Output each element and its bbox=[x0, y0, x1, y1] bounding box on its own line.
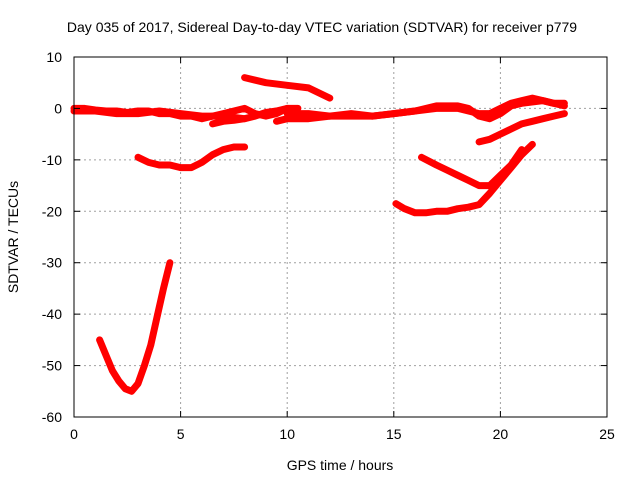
x-tick-label: 0 bbox=[70, 426, 78, 442]
x-tick-label: 5 bbox=[177, 426, 185, 442]
x-tick-label: 20 bbox=[493, 426, 509, 442]
y-tick-label: -40 bbox=[42, 306, 62, 322]
series-trace-3 bbox=[209, 104, 302, 128]
y-tick-labels: 10 0 -10 -20 -30 -40 -50 -60 bbox=[42, 49, 62, 425]
series-trace-7 bbox=[134, 143, 249, 172]
series-trace-2 bbox=[70, 107, 249, 123]
series-trace-8 bbox=[475, 110, 568, 146]
y-axis-label: SDTVAR / TECUs bbox=[5, 181, 21, 293]
axis-ticks bbox=[73, 56, 608, 418]
y-tick-label: -50 bbox=[42, 358, 62, 374]
chart-title: Day 035 of 2017, Sidereal Day-to-day VTE… bbox=[67, 19, 577, 35]
series-trace-10 bbox=[392, 140, 536, 217]
plot-frame bbox=[73, 56, 608, 418]
series-trace-11 bbox=[96, 259, 174, 395]
x-tick-label: 25 bbox=[599, 426, 615, 442]
x-tick-label: 15 bbox=[386, 426, 402, 442]
y-tick-label: -10 bbox=[42, 152, 62, 168]
y-tick-label: -30 bbox=[42, 255, 62, 271]
y-tick-label: -20 bbox=[42, 203, 62, 219]
data-series bbox=[70, 74, 568, 395]
y-tick-label: 0 bbox=[54, 100, 62, 116]
series-trace-5 bbox=[283, 97, 568, 123]
x-tick-labels: 0 5 10 15 20 25 bbox=[70, 426, 615, 442]
series-trace-6 bbox=[241, 74, 334, 102]
x-axis-label: GPS time / hours bbox=[287, 457, 394, 473]
y-tick-label: -60 bbox=[42, 409, 62, 425]
y-tick-label: 10 bbox=[46, 49, 62, 65]
x-tick-label: 10 bbox=[279, 426, 295, 442]
